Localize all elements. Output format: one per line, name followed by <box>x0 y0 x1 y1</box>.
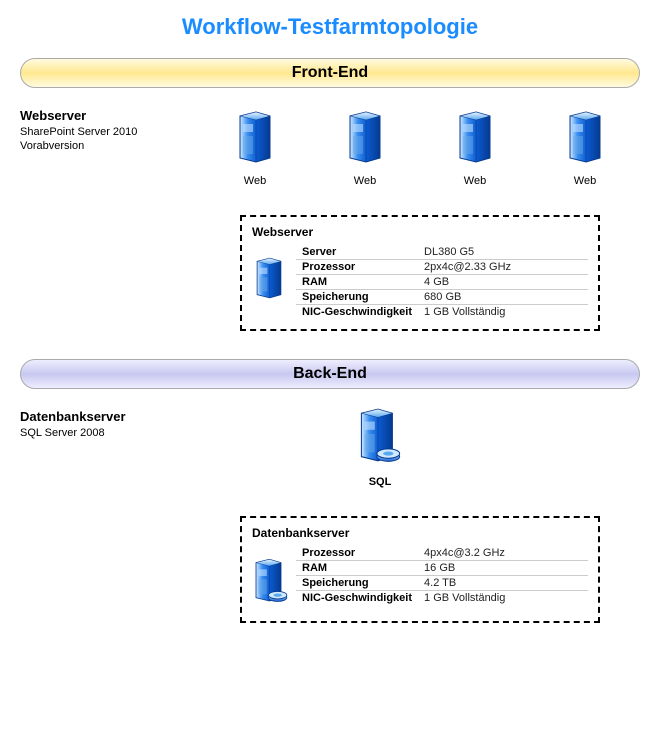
frontend-servers: Web Web Web Web <box>200 104 640 187</box>
frontend-server-unit: Web <box>235 108 275 187</box>
frontend-banner: Front-End <box>20 58 640 88</box>
spec-value: 4 GB <box>418 275 588 290</box>
server-label: Web <box>565 175 605 187</box>
spec-value: 2px4c@2.33 GHz <box>418 260 588 275</box>
table-row: NIC-Geschwindigkeit 1 GB Vollständig <box>296 305 588 320</box>
table-row: Server DL380 G5 <box>296 245 588 260</box>
backend-row: Datenbankserver SQL Server 2008 SQL <box>20 405 640 488</box>
backend-server-label: SQL <box>320 476 440 488</box>
spec-key: NIC-Geschwindigkeit <box>296 305 418 320</box>
table-row: RAM 4 GB <box>296 275 588 290</box>
server-db-icon <box>252 546 296 611</box>
table-row: Speicherung 680 GB <box>296 290 588 305</box>
page-title: Workflow-Testfarmtopologie <box>20 14 640 40</box>
backend-banner: Back-End <box>20 359 640 389</box>
spec-key: Server <box>296 245 418 260</box>
spec-value: DL380 G5 <box>418 245 588 260</box>
frontend-row: Webserver SharePoint Server 2010Vorabver… <box>20 104 640 187</box>
spec-key: NIC-Geschwindigkeit <box>296 591 418 606</box>
spec-key: Prozessor <box>296 260 418 275</box>
spec-key: RAM <box>296 561 418 576</box>
server-tower-icon <box>235 108 275 166</box>
server-db-icon <box>356 405 404 467</box>
spec-key: Speicherung <box>296 576 418 591</box>
spec-value: 1 GB Vollständig <box>418 591 588 606</box>
backend-sub: SQL Server 2008 <box>20 426 200 440</box>
backend-server-unit: SQL <box>320 405 440 488</box>
dbserver-spec-box: Datenbankserver Prozessor 4px4c@3.2 GHz … <box>240 516 600 623</box>
spec-key: RAM <box>296 275 418 290</box>
spec-key: Speicherung <box>296 290 418 305</box>
frontend-sub: SharePoint Server 2010Vorabversion <box>20 125 200 154</box>
table-row: Prozessor 4px4c@3.2 GHz <box>296 546 588 561</box>
frontend-server-unit: Web <box>345 108 385 187</box>
frontend-server-unit: Web <box>455 108 495 187</box>
table-row: Speicherung 4.2 TB <box>296 576 588 591</box>
spec-value: 16 GB <box>418 561 588 576</box>
server-label: Web <box>345 175 385 187</box>
spec-value: 680 GB <box>418 290 588 305</box>
server-label: Web <box>455 175 495 187</box>
webserver-spec-table: Server DL380 G5 Prozessor 2px4c@2.33 GHz… <box>296 245 588 319</box>
webserver-spec-box: Webserver Server DL380 G5 Prozessor 2px4… <box>240 215 600 331</box>
table-row: RAM 16 GB <box>296 561 588 576</box>
server-label: Web <box>235 175 275 187</box>
server-tower-icon <box>345 108 385 166</box>
server-tower-icon <box>455 108 495 166</box>
spec-key: Prozessor <box>296 546 418 561</box>
frontend-server-unit: Web <box>565 108 605 187</box>
dbserver-spec-title: Datenbankserver <box>252 526 588 540</box>
spec-value: 4.2 TB <box>418 576 588 591</box>
spec-value: 1 GB Vollständig <box>418 305 588 320</box>
table-row: NIC-Geschwindigkeit 1 GB Vollständig <box>296 591 588 606</box>
dbserver-spec-table: Prozessor 4px4c@3.2 GHz RAM 16 GB Speich… <box>296 546 588 605</box>
server-tower-icon <box>252 245 296 306</box>
server-tower-icon <box>565 108 605 166</box>
frontend-heading: Webserver <box>20 108 200 123</box>
webserver-spec-title: Webserver <box>252 225 588 239</box>
table-row: Prozessor 2px4c@2.33 GHz <box>296 260 588 275</box>
spec-value: 4px4c@3.2 GHz <box>418 546 588 561</box>
backend-heading: Datenbankserver <box>20 409 200 424</box>
